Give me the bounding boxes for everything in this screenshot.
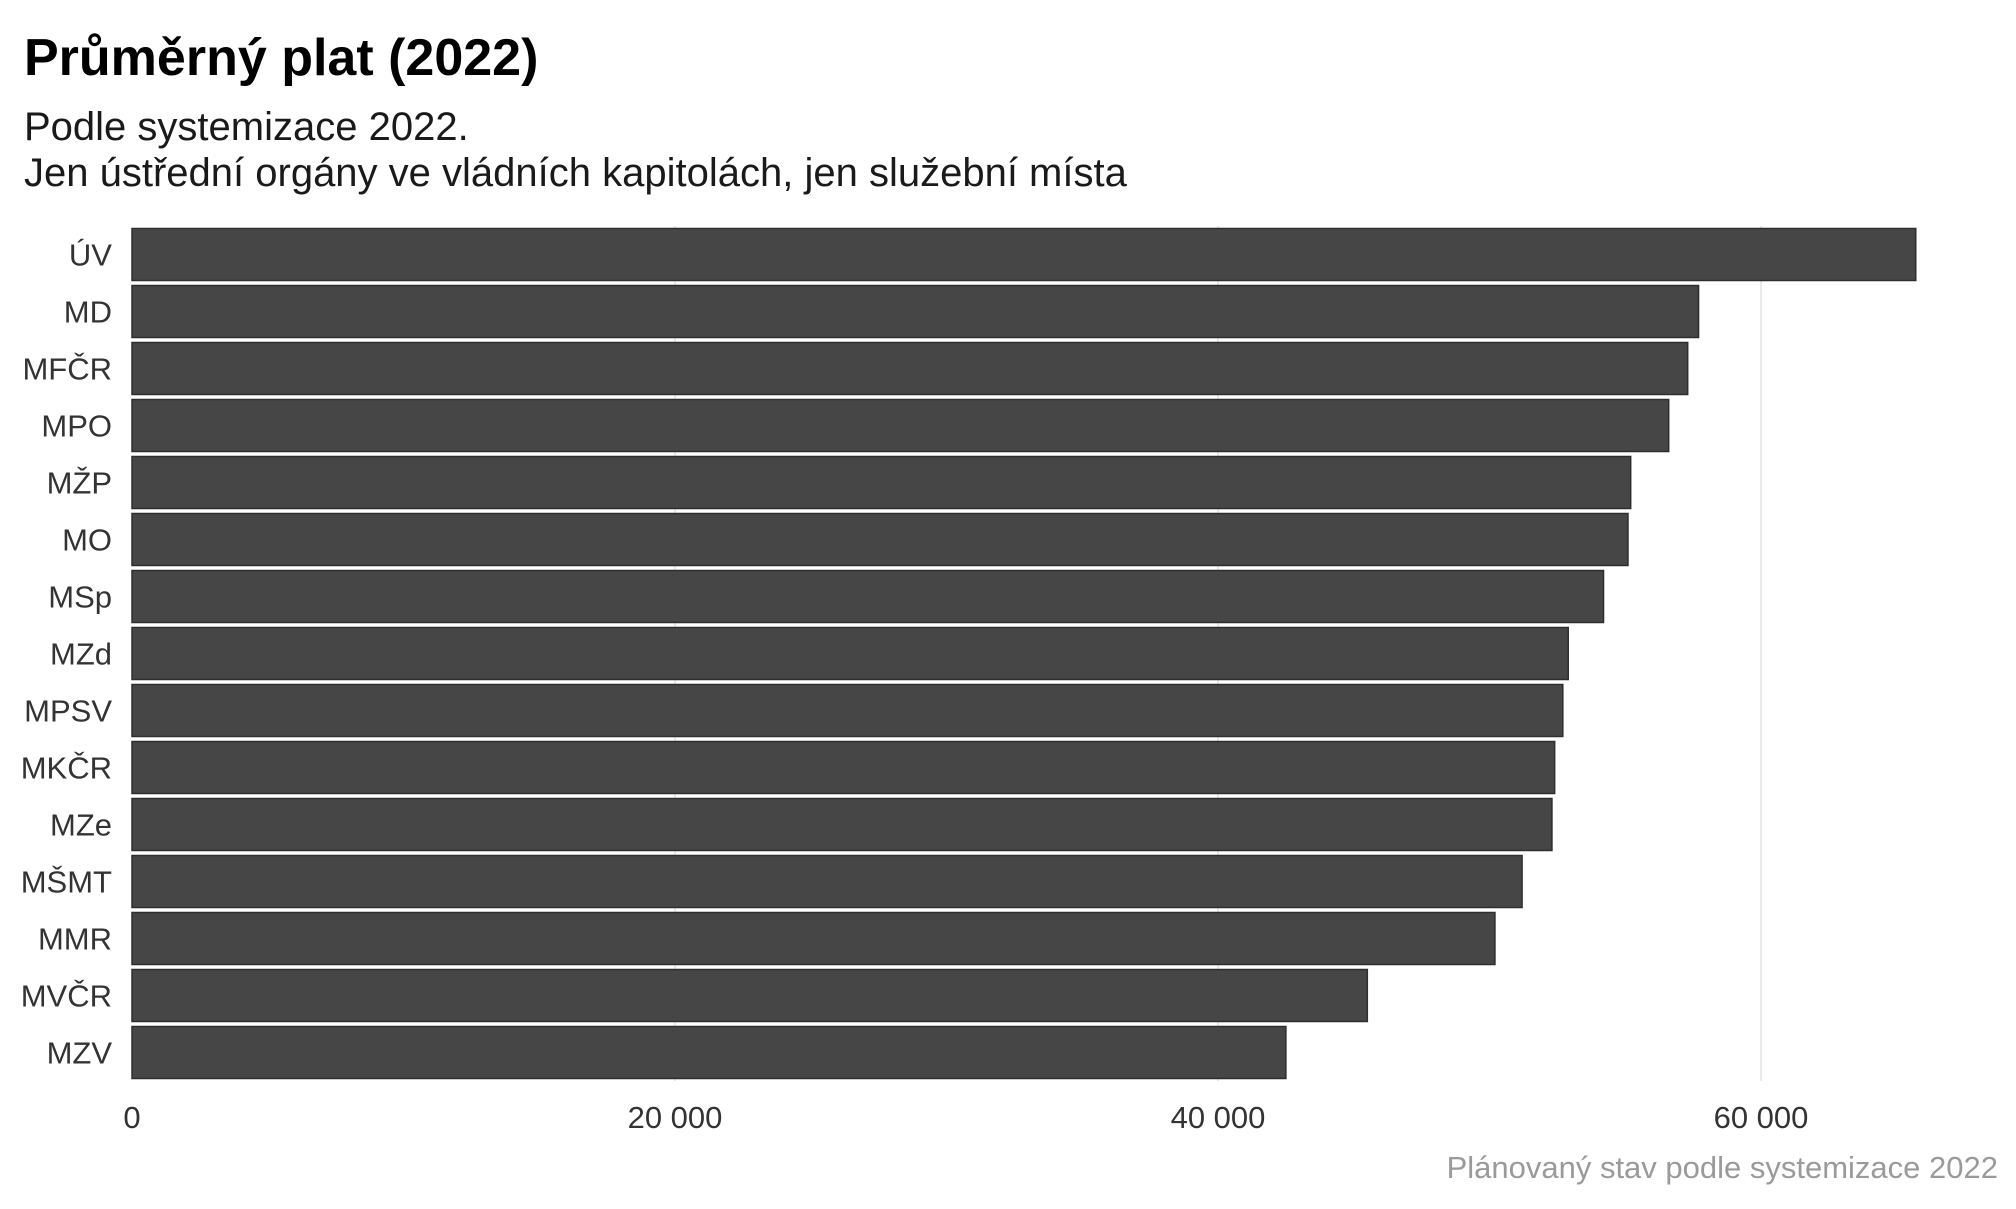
- category-label: MZd: [50, 637, 112, 672]
- subtitle-line-1: Podle systemizace 2022.: [24, 105, 469, 149]
- category-label: MKČR: [21, 751, 112, 786]
- chart-subtitle: Podle systemizace 2022. Jen ústřední org…: [24, 104, 1127, 196]
- category-label: MO: [62, 523, 112, 558]
- category-label: MPSV: [24, 694, 112, 729]
- category-label: MD: [64, 295, 112, 330]
- bar: [131, 911, 1496, 966]
- x-axis-ticks: 0 20 000 40 000 60 000: [123, 1100, 1808, 1135]
- x-tick-label: 40 000: [1171, 1100, 1266, 1135]
- bar: [131, 284, 1700, 339]
- category-label: MVČR: [21, 979, 112, 1014]
- bar: [131, 626, 1569, 681]
- bar: [131, 455, 1632, 510]
- category-label: ÚV: [69, 238, 112, 273]
- category-label: MŠMT: [21, 865, 112, 900]
- category-labels: ÚV MD MFČR MPO MŽP MO MSp MZd MPSV MKČR MZe MŠMT MMR…: [21, 238, 113, 1071]
- bar: [131, 683, 1564, 738]
- category-label: MZe: [50, 808, 112, 843]
- bar: [131, 512, 1629, 567]
- category-label: MŽP: [47, 466, 112, 501]
- subtitle-line-2: Jen ústřední orgány ve vládních kapitolá…: [24, 151, 1127, 195]
- bar: [131, 398, 1670, 453]
- chart-caption: Plánovaný stav podle systemizace 2022: [1446, 1150, 1998, 1185]
- category-label: MMR: [38, 922, 112, 957]
- x-tick-label: 0: [123, 1100, 140, 1135]
- bar: [131, 227, 1917, 282]
- bars: [131, 227, 1917, 1080]
- bar: [131, 968, 1369, 1023]
- bar: [131, 1025, 1287, 1080]
- bar: [131, 797, 1553, 852]
- category-label: MPO: [41, 409, 112, 444]
- bar: [131, 740, 1556, 795]
- category-label: MFČR: [22, 352, 112, 387]
- bar: [131, 569, 1605, 624]
- bar: [131, 341, 1689, 396]
- category-label: MSp: [48, 580, 112, 615]
- category-label: MZV: [47, 1036, 113, 1071]
- chart-title: Průměrný plat (2022): [24, 29, 539, 87]
- bar: [131, 854, 1523, 909]
- x-tick-label: 20 000: [628, 1100, 723, 1135]
- x-tick-label: 60 000: [1714, 1100, 1809, 1135]
